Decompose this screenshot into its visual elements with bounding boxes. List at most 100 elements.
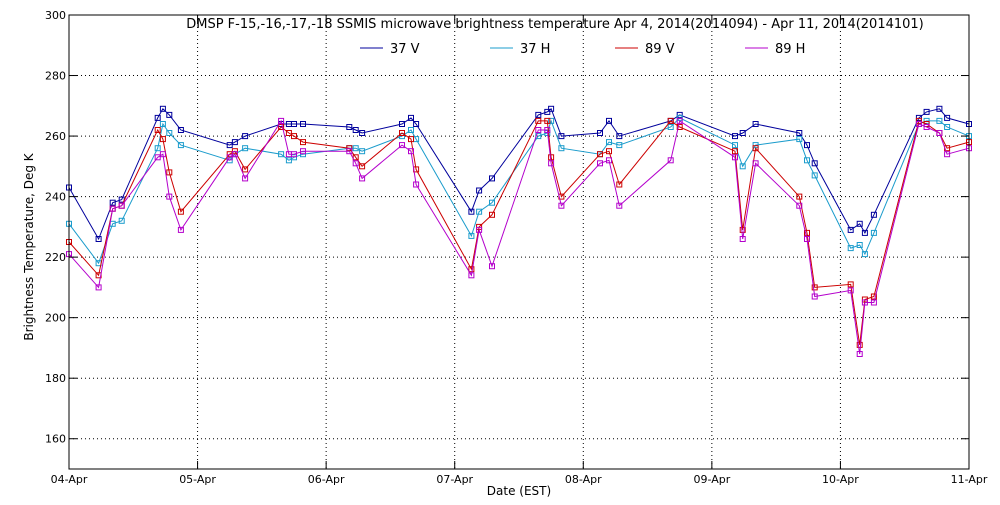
data-point-89-v [352, 154, 359, 161]
data-point-37-v [796, 130, 803, 136]
data-point-37-h [870, 229, 877, 236]
data-point-37-v [154, 114, 161, 121]
data-point-89-h [804, 236, 810, 242]
y-tick-label: 260 [45, 130, 66, 143]
data-point-37-v [535, 111, 542, 118]
plot-frame [68, 14, 970, 470]
data-point-37-v [359, 130, 366, 136]
series-group [66, 105, 972, 357]
data-point-89-h [544, 127, 551, 133]
data-point-89-h [177, 226, 184, 233]
data-point-89-h [352, 160, 359, 167]
data-point-37-h [811, 172, 818, 179]
data-point-89-h [597, 160, 603, 167]
data-point-37-v [544, 108, 551, 115]
data-point-37-h [352, 145, 359, 152]
data-point-37-h [359, 148, 366, 155]
data-point-37-h [739, 163, 746, 170]
data-point-89-h [476, 226, 483, 233]
data-point-89-h [870, 299, 877, 306]
x-tick-label: 04-Apr [51, 473, 88, 486]
data-point-89-h [300, 148, 306, 155]
data-point-89-h [226, 154, 233, 161]
data-point-89-h [847, 287, 854, 294]
data-point-37-v [739, 130, 746, 136]
data-point-89-h [739, 236, 746, 242]
legend-label-89-h: 89 H [775, 42, 805, 57]
x-tick-label: 09-Apr [693, 473, 730, 486]
data-point-89-h [291, 151, 297, 158]
data-point-37-h [489, 199, 495, 206]
data-point-37-v [166, 111, 173, 118]
data-point-37-v [177, 127, 184, 133]
data-point-89-v [285, 130, 292, 136]
data-point-37-v [352, 127, 359, 133]
series-line-37-v [68, 107, 970, 241]
data-point-37-v [811, 160, 818, 167]
data-point-37-h [468, 232, 475, 239]
data-point-37-h [796, 136, 803, 143]
chart-title: DMSP F-15,-16,-17,-18 SSMIS microwave br… [186, 17, 924, 32]
x-tick-label: 07-Apr [436, 473, 473, 486]
data-point-37-v [558, 133, 565, 140]
data-point-89-h [616, 202, 623, 209]
data-point-37-v [291, 121, 297, 127]
series-line-89-v [68, 120, 970, 345]
legend: 37 V 37 H 89 V 89 H [360, 42, 805, 57]
y-tick-label: 200 [45, 312, 66, 325]
data-point-37-h [667, 124, 674, 130]
data-point-37-v [408, 114, 414, 121]
x-tick-label: 05-Apr [179, 473, 216, 486]
data-point-37-h [548, 117, 555, 124]
data-point-89-h [346, 148, 353, 155]
data-point-89-v [811, 284, 818, 291]
data-point-89-h [667, 157, 674, 164]
data-point-37-h [408, 127, 414, 133]
data-point-37-v [231, 139, 238, 146]
x-tick-label: 10-Apr [822, 473, 859, 486]
x-tick-label: 08-Apr [565, 473, 602, 486]
data-point-89-v [242, 166, 249, 173]
legend-label-89-v: 89 V [645, 42, 675, 57]
data-point-89-v [847, 281, 854, 288]
data-point-89-h [242, 175, 249, 182]
data-point-89-v [915, 117, 922, 124]
data-point-37-v [944, 114, 951, 121]
data-point-37-h [616, 142, 623, 149]
y-tick-label: 280 [45, 70, 66, 83]
data-point-89-h [752, 160, 759, 167]
data-point-37-h [732, 142, 738, 149]
data-point-89-v [732, 148, 738, 155]
data-point-89-h [413, 181, 420, 188]
data-point-37-v [936, 105, 943, 112]
data-point-37-h [242, 145, 249, 152]
data-point-37-v [468, 208, 475, 215]
data-point-37-h [936, 117, 943, 124]
data-point-37-h [118, 217, 125, 224]
y-tick-label: 300 [45, 9, 66, 22]
data-point-89-h [231, 151, 238, 158]
data-point-89-h [548, 160, 555, 167]
data-point-89-v [739, 226, 746, 233]
legend-item-89-v: 89 V [615, 42, 675, 57]
data-point-37-v [413, 121, 420, 127]
data-point-89-v [359, 163, 366, 170]
data-point-37-v [616, 133, 623, 140]
data-point-37-v [606, 117, 612, 124]
data-point-37-h [154, 145, 161, 152]
data-point-89-h [606, 157, 612, 164]
data-point-89-v [489, 211, 495, 218]
y-tick-label: 160 [45, 433, 66, 446]
data-point-89-v [177, 208, 184, 215]
y-tick-label: 240 [45, 191, 66, 204]
data-point-89-h [468, 272, 475, 279]
data-point-37-h [944, 124, 951, 130]
data-point-37-h [166, 130, 173, 136]
data-point-37-h [804, 157, 810, 164]
series-37-v [66, 105, 972, 242]
data-point-89-v [856, 341, 863, 348]
data-point-37-v [870, 211, 877, 218]
data-point-89-h [796, 202, 803, 209]
series-37-h [66, 114, 972, 267]
